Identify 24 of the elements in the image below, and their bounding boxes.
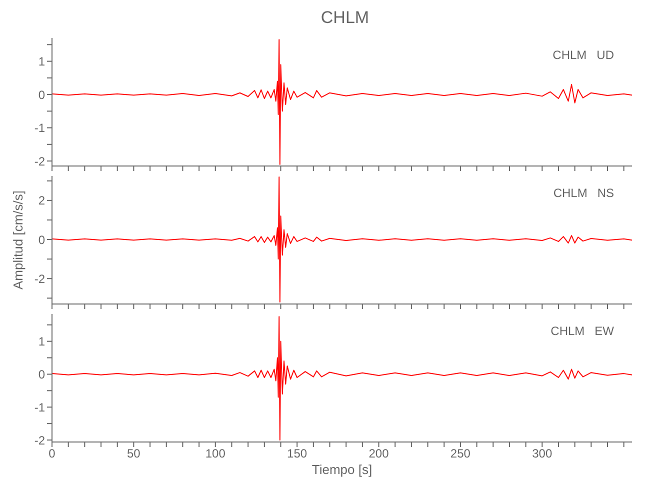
- y-tick-label: -2: [34, 272, 46, 286]
- y-axis-title: Amplitud [cm/s/s]: [10, 190, 26, 290]
- annotation: CHLM NS: [553, 186, 614, 200]
- annotation: CHLM EW: [550, 324, 614, 338]
- y-tick-label: 0: [38, 367, 46, 382]
- y-tick-label: 0: [38, 232, 46, 247]
- x-tick-label: 50: [127, 446, 141, 461]
- x-tick-label: 150: [287, 446, 308, 461]
- x-tick-label: 200: [368, 446, 390, 461]
- x-tick-label: 300: [532, 446, 552, 461]
- y-tick-label: 1: [38, 334, 46, 349]
- y-tick-label: -1: [34, 400, 46, 414]
- y-tick-label: 0: [38, 88, 46, 102]
- x-tick-label: 0: [48, 446, 56, 461]
- y-tick-label: -2: [34, 433, 46, 448]
- y-tick-label: -1: [34, 121, 46, 136]
- x-tick-label: 100: [205, 446, 226, 461]
- y-tick-label: 2: [38, 194, 46, 208]
- annotation: CHLM UD: [552, 48, 614, 62]
- x-tick-label: 250: [450, 446, 471, 461]
- chart-title: CHLM: [320, 8, 370, 29]
- x-axis-title: Tiempo [s]: [312, 462, 372, 477]
- y-tick-label: -2: [34, 154, 46, 168]
- y-tick-label: 1: [38, 54, 46, 69]
